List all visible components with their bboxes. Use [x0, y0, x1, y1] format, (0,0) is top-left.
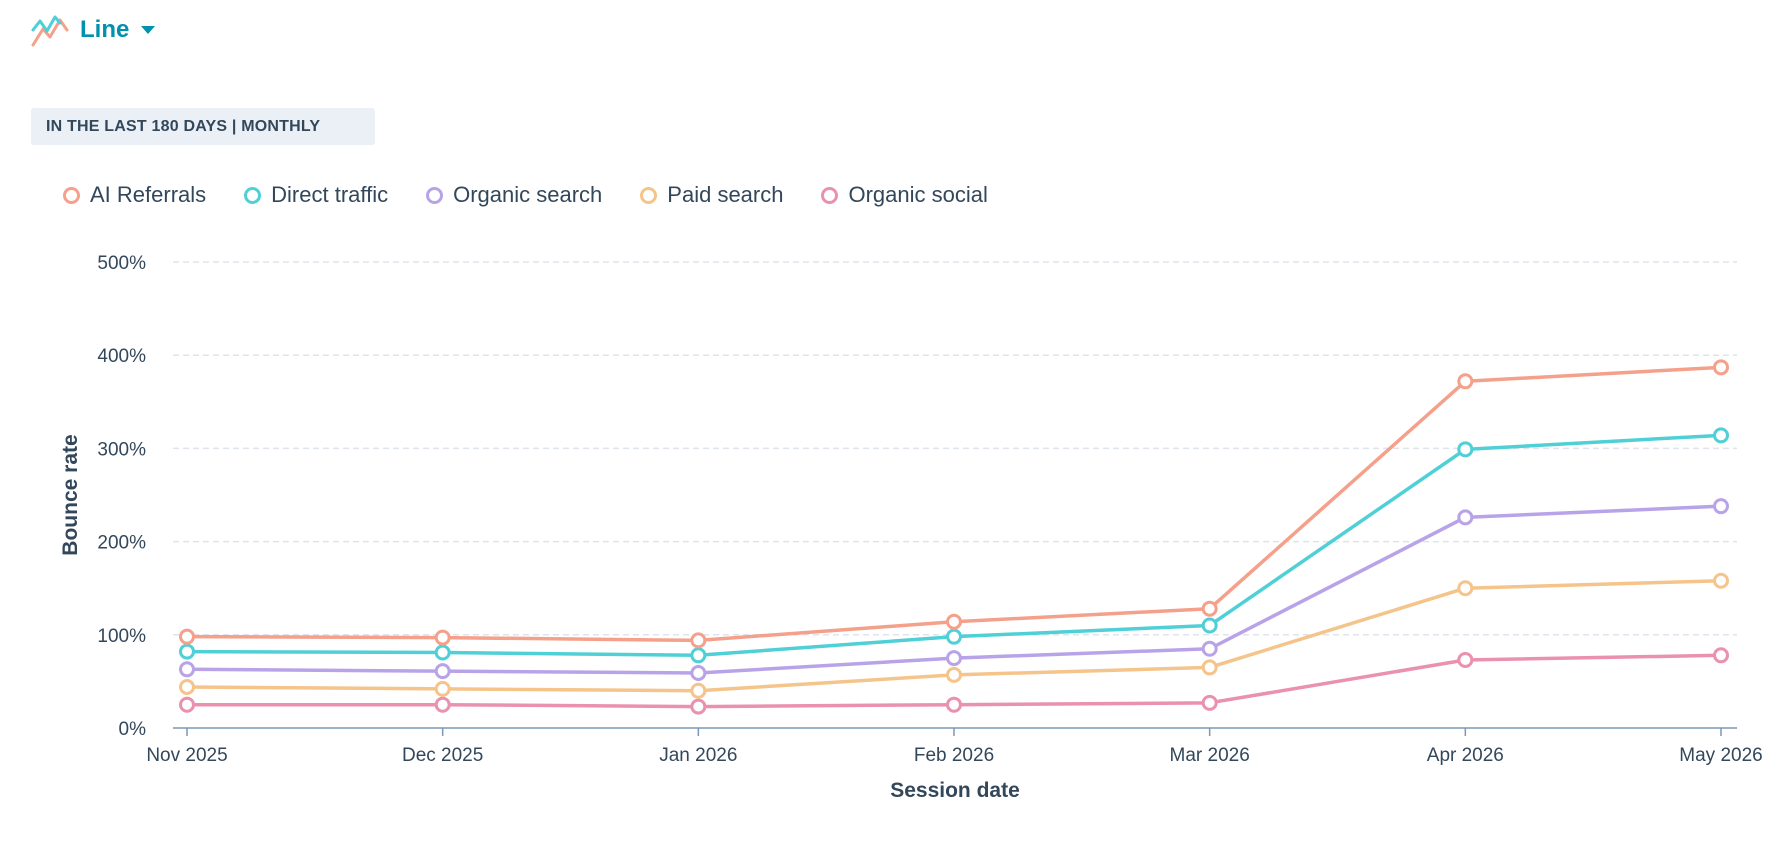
y-axis-title: Bounce rate — [59, 434, 82, 555]
data-point — [1457, 373, 1474, 390]
series-line — [185, 365, 1723, 643]
x-tick-label: Jan 2026 — [659, 745, 737, 766]
legend-item-organic-search[interactable]: Organic search — [426, 182, 602, 208]
data-point — [946, 650, 962, 667]
data-point — [1713, 647, 1729, 664]
legend-item-paid-search[interactable]: Paid search — [640, 182, 783, 208]
y-tick-label: 0% — [119, 719, 147, 740]
data-point — [1713, 359, 1729, 376]
legend-label: Organic search — [453, 182, 603, 207]
series-paid-search — [179, 572, 1729, 699]
series-line — [185, 504, 1723, 675]
legend-marker-icon — [821, 186, 839, 204]
data-point — [179, 643, 195, 660]
data-point — [179, 661, 195, 678]
data-point — [690, 632, 707, 649]
data-point — [690, 682, 707, 699]
x-tick-label: Mar 2026 — [1170, 745, 1250, 766]
y-tick-label: 300% — [97, 439, 146, 460]
chart-legend: AI Referrals Direct traffic Organic search… — [63, 182, 1026, 208]
data-point — [1457, 441, 1474, 458]
data-point — [1457, 580, 1474, 597]
data-point — [1201, 694, 1218, 711]
data-point — [946, 666, 962, 683]
data-point — [1713, 572, 1729, 589]
data-point — [946, 613, 962, 630]
legend-item-ai-referrals[interactable]: AI Referrals — [63, 182, 206, 208]
y-tick-label: 100% — [97, 626, 146, 647]
data-point — [434, 696, 451, 713]
data-point — [434, 663, 451, 680]
series-organic-search — [179, 498, 1729, 682]
legend-marker-icon — [63, 186, 80, 204]
data-point — [1201, 640, 1218, 657]
x-tick-label: Feb 2026 — [914, 745, 994, 766]
data-point — [179, 628, 195, 645]
data-point — [1457, 651, 1474, 668]
data-point — [690, 647, 707, 664]
data-point — [946, 696, 962, 713]
series-lines — [179, 359, 1729, 715]
data-point — [1713, 498, 1729, 515]
y-tick-label: 200% — [97, 533, 146, 554]
data-point — [1713, 427, 1729, 444]
x-axis-title: Session date — [890, 779, 1020, 802]
legend-label: Direct traffic — [271, 182, 389, 207]
data-point — [1201, 617, 1218, 634]
legend-label: Organic social — [848, 182, 988, 207]
chart-type-dropdown[interactable]: Line — [30, 12, 156, 48]
series-ai-referrals — [179, 359, 1729, 649]
series-direct-traffic — [179, 427, 1729, 664]
legend-item-direct-traffic[interactable]: Direct traffic — [244, 182, 388, 208]
legend-item-organic-social[interactable]: Organic social — [821, 182, 988, 208]
legend-label: AI Referrals — [90, 182, 207, 207]
data-point — [434, 644, 451, 661]
x-tick-label: Apr 2026 — [1427, 745, 1504, 766]
y-tick-label: 400% — [97, 346, 146, 367]
y-tick-label: 500% — [97, 253, 146, 274]
chart-type-label: Line — [80, 16, 130, 43]
legend-label: Paid search — [667, 182, 784, 207]
legend-marker-icon — [426, 186, 444, 204]
data-point — [1201, 600, 1218, 617]
data-point — [179, 696, 195, 713]
data-point — [690, 698, 707, 715]
date-range-badge: IN THE LAST 180 DAYS | MONTHLY — [31, 108, 375, 145]
data-point — [1201, 659, 1218, 676]
data-point — [434, 680, 451, 697]
axes: 0% 100% 200% 300% 400% 500% Nov 2025 Dec 2025 Ja… — [97, 253, 1762, 766]
series-organic-social — [179, 647, 1729, 715]
data-point — [946, 628, 962, 645]
legend-marker-icon — [244, 186, 262, 204]
caret-down-icon — [141, 26, 156, 34]
legend-marker-icon — [640, 186, 658, 204]
data-point — [179, 678, 195, 695]
data-point — [1457, 509, 1474, 526]
data-point — [690, 665, 707, 682]
data-point — [434, 629, 451, 646]
line-chart-icon — [31, 15, 69, 47]
x-tick-label: Dec 2025 — [402, 745, 483, 766]
x-tick-label: Nov 2025 — [146, 745, 227, 766]
x-tick-label: May 2026 — [1679, 745, 1762, 766]
